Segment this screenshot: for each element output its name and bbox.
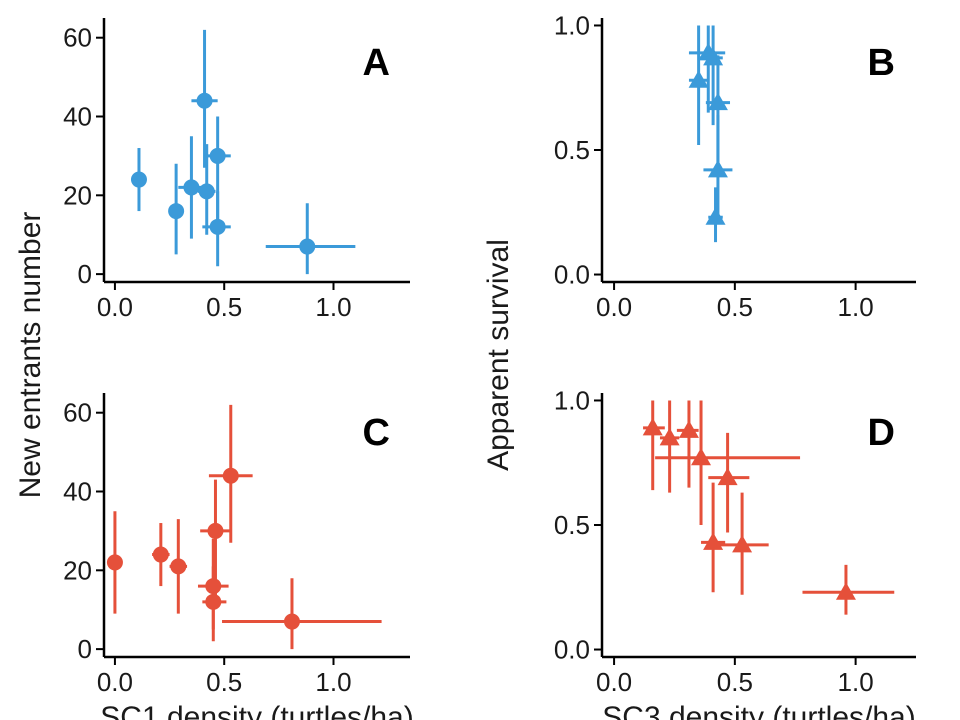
data-point: [701, 482, 726, 593]
panel-letter: C: [363, 412, 390, 454]
y-tick-label: 40: [63, 102, 92, 132]
x-tick-label: 0.5: [206, 292, 242, 322]
y-tick-label: 0.5: [554, 135, 590, 165]
point-marker: [152, 546, 169, 563]
point-marker: [691, 447, 712, 466]
right-y-axis-title: Apparent survival: [482, 239, 515, 471]
point-marker: [196, 92, 213, 109]
data-point: [197, 144, 216, 235]
x-tick-label: 0.0: [97, 292, 133, 322]
x-tick-label: 1.0: [838, 667, 874, 697]
data-point: [222, 578, 382, 650]
panel-letter: B: [868, 42, 895, 84]
data-point: [802, 564, 895, 615]
point-marker: [678, 420, 699, 438]
data-point: [106, 511, 123, 614]
point-marker: [717, 467, 738, 486]
point-marker: [198, 183, 215, 200]
y-tick-label: 40: [63, 477, 92, 507]
x-tick-label: 0.5: [717, 667, 753, 697]
data-point: [642, 400, 665, 491]
x-tick-label: 1.0: [315, 667, 351, 697]
y-tick-label: 60: [63, 23, 92, 53]
data-point: [265, 203, 356, 275]
y-tick-label: 1.0: [554, 385, 590, 415]
y-tick-label: 20: [63, 555, 92, 585]
point-marker: [707, 159, 728, 178]
data-point: [152, 523, 170, 587]
data-point: [713, 492, 769, 595]
y-tick-label: 20: [63, 180, 92, 210]
data-point: [208, 404, 253, 543]
y-tick-label: 0.5: [554, 510, 590, 540]
x-tick-label: 1.0: [838, 292, 874, 322]
data-point: [130, 148, 147, 212]
x-tick-label: 0.5: [206, 667, 242, 697]
point-marker: [835, 582, 856, 600]
point-marker: [130, 171, 147, 188]
point-marker: [688, 70, 709, 88]
panel-a: 0.0 0.5 1.0 0 20 40 60 A: [63, 18, 410, 322]
panel-letter: A: [363, 42, 390, 84]
data-point: [708, 432, 750, 533]
data-point: [202, 566, 227, 642]
y-tick-label: 0: [78, 259, 92, 289]
data-point: [168, 163, 185, 255]
point-marker: [283, 613, 300, 630]
panel-b: 0.0 0.5 1.0 0.0 0.5 1.0 B: [554, 10, 916, 322]
point-marker: [209, 147, 226, 164]
y-tick-label: 0.0: [554, 260, 590, 290]
data-point: [705, 187, 726, 243]
data-point: [676, 400, 699, 488]
panel-d: 0.0 0.5 1.0 0.0 0.5 1.0 D SC3 density (turtles/…: [554, 385, 916, 720]
x-tick-label: 0.5: [717, 292, 753, 322]
point-marker: [106, 554, 123, 571]
x-tick-label: 0.0: [97, 667, 133, 697]
point-marker: [299, 238, 316, 255]
x-axis-title: SC3 density (turtles/ha): [602, 701, 915, 720]
y-tick-label: 0: [78, 634, 92, 664]
data-point: [191, 29, 218, 168]
x-tick-label: 1.0: [315, 292, 351, 322]
x-axis-title: SC1 density (turtles/ha): [100, 701, 413, 720]
data-point: [202, 191, 231, 267]
point-marker: [168, 203, 185, 220]
y-tick-label: 1.0: [554, 10, 590, 40]
point-marker: [183, 179, 200, 196]
y-tick-label: 60: [63, 398, 92, 428]
data-point: [169, 519, 188, 614]
panel-c: 0.0 0.5 1.0 0 20 40 60 C SC1 density (turtles/ha…: [63, 393, 414, 720]
point-marker: [170, 558, 187, 575]
point-marker: [707, 92, 728, 111]
x-tick-label: 0.0: [596, 667, 632, 697]
panel-letter: D: [868, 412, 895, 454]
data-point: [703, 115, 733, 220]
point-marker: [732, 534, 753, 553]
point-marker: [705, 207, 726, 225]
data-point: [688, 25, 709, 146]
left-y-axis-title: New entrants number: [14, 212, 47, 499]
point-marker: [222, 467, 239, 484]
point-marker: [642, 417, 663, 436]
point-marker: [209, 218, 226, 235]
data-point: [659, 400, 680, 493]
x-tick-label: 0.0: [596, 292, 632, 322]
point-marker: [205, 593, 222, 610]
point-marker: [207, 522, 224, 539]
point-marker: [659, 427, 680, 446]
y-tick-label: 0.0: [554, 635, 590, 665]
